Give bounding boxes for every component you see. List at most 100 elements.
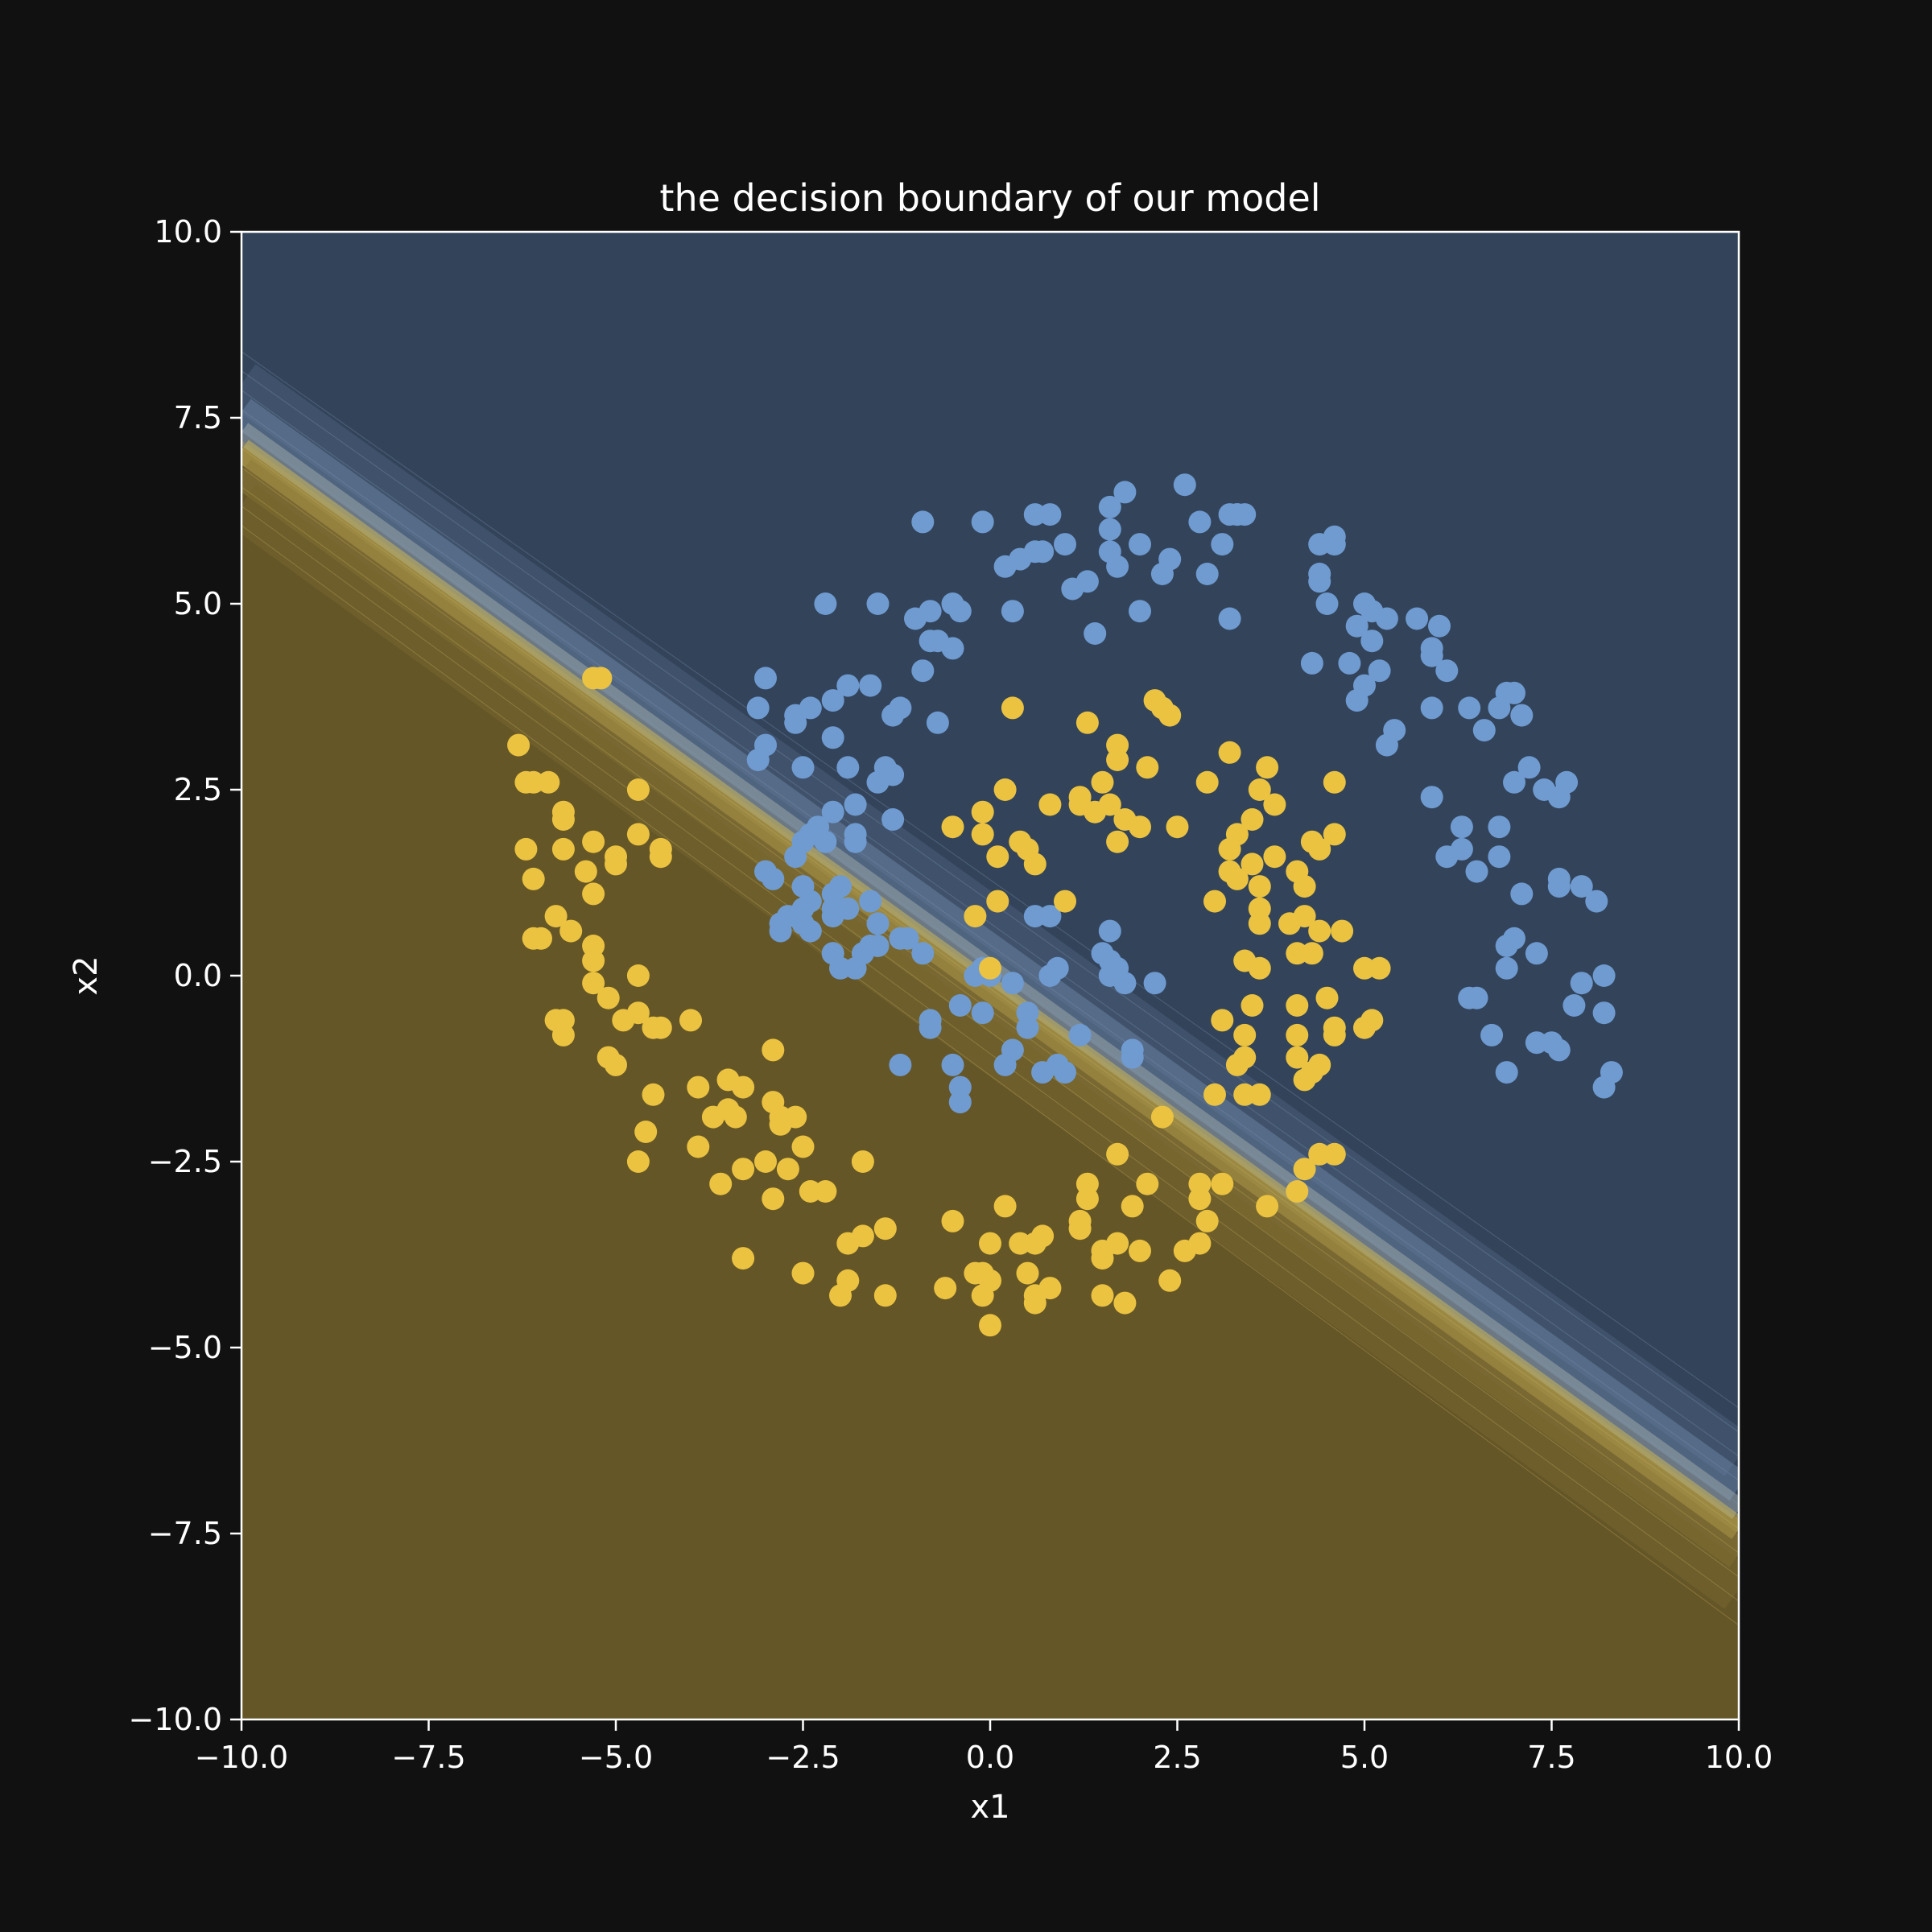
scatter-point-0-111	[784, 845, 807, 869]
scatter-point-0-48	[1360, 630, 1384, 653]
scatter-point-1-135	[791, 1135, 815, 1158]
scatter-point-1-75	[559, 919, 583, 943]
x-tick-label-3: −2.5	[766, 1740, 840, 1775]
scatter-point-1-144	[762, 1187, 785, 1211]
scatter-point-1-129	[1203, 1083, 1226, 1106]
scatter-point-0-64	[859, 674, 882, 697]
scatter-point-1-21	[1323, 770, 1346, 794]
scatter-point-0-14	[1129, 533, 1151, 556]
scatter-point-0-13	[1054, 533, 1076, 556]
scatter-point-1-192	[1158, 1269, 1182, 1292]
scatter-point-1-140	[851, 1150, 874, 1173]
scatter-point-1-19	[993, 778, 1017, 801]
scatter-point-1-70	[1248, 912, 1271, 935]
scatter-point-1-24	[551, 808, 575, 831]
scatter-point-1-25	[1038, 793, 1062, 816]
scatter-point-0-188	[1054, 1061, 1076, 1084]
scatter-point-0-89	[791, 756, 815, 779]
scatter-point-1-50	[649, 845, 672, 869]
scatter-point-1-79	[1331, 919, 1354, 943]
scatter-point-0-80	[1472, 719, 1496, 742]
scatter-point-0-96	[844, 793, 867, 816]
y-tick-label-7: 7.5	[174, 400, 222, 436]
scatter-point-0-120	[1510, 882, 1534, 906]
y-tick-label-2: −5.0	[148, 1330, 222, 1365]
scatter-point-1-38	[1308, 837, 1331, 861]
scatter-point-0-52	[941, 637, 964, 660]
scatter-point-0-189	[1031, 1061, 1055, 1084]
scatter-point-1-104	[1353, 1016, 1376, 1039]
y-axis-ticks: −10.0 −7.5 −5.0 −2.5 0.0 2.5 5.0 7.5 10.0	[129, 214, 242, 1737]
scatter-point-0-194	[948, 1091, 972, 1114]
scatter-point-0-179	[1525, 1031, 1548, 1055]
scatter-point-0-113	[762, 867, 785, 890]
scatter-point-1-9	[1106, 749, 1129, 771]
scatter-point-1-39	[1323, 823, 1346, 846]
scatter-point-0-29	[1308, 570, 1331, 593]
scatter-point-0-105	[1450, 815, 1473, 839]
scatter-point-1-81	[1300, 942, 1323, 965]
scatter-point-0-146	[1038, 905, 1062, 928]
scatter-point-1-83	[1248, 956, 1271, 980]
x-tick-label-4: 0.0	[966, 1740, 1014, 1775]
scatter-point-0-88	[866, 770, 890, 794]
y-tick-label-5: 2.5	[174, 772, 222, 807]
scatter-point-0-94	[1547, 786, 1571, 809]
scatter-point-1-74	[544, 905, 568, 928]
scatter-point-1-154	[1293, 1158, 1316, 1181]
scatter-point-1-138	[776, 1158, 799, 1181]
scatter-point-1-116	[1293, 1068, 1316, 1092]
scatter-point-1-121	[642, 1083, 665, 1106]
scatter-point-0-155	[1113, 972, 1137, 995]
scatter-point-1-86	[979, 956, 1001, 980]
scatter-point-0-58	[911, 659, 935, 683]
scatter-point-1-30	[1263, 793, 1286, 816]
scatter-point-1-157	[1286, 1180, 1309, 1203]
scatter-point-0-177	[1480, 1023, 1504, 1046]
scatter-point-1-171	[1129, 1239, 1151, 1262]
y-tick-label-8: 10.0	[154, 214, 222, 250]
scatter-point-0-1	[1113, 481, 1137, 504]
scatter-point-0-32	[1315, 592, 1339, 615]
scatter-point-0-149	[1495, 935, 1518, 957]
scatter-point-0-11	[971, 510, 994, 534]
scatter-point-1-123	[701, 1105, 724, 1129]
scatter-point-0-8	[1225, 503, 1249, 526]
scatter-point-1-96	[679, 1009, 702, 1032]
scatter-point-1-101	[1286, 994, 1309, 1017]
scatter-point-0-160	[1592, 964, 1616, 987]
scatter-point-1-90	[597, 986, 620, 1009]
scatter-point-0-168	[948, 994, 972, 1017]
scatter-point-1-109	[762, 1038, 785, 1062]
scatter-point-0-34	[866, 592, 890, 615]
scatter-point-0-147	[1098, 919, 1121, 943]
scatter-point-1-63	[582, 882, 605, 906]
scatter-point-1-133	[634, 1121, 658, 1143]
scatter-point-0-129	[769, 919, 792, 943]
scatter-point-1-95	[626, 1001, 650, 1025]
scatter-point-1-61	[1248, 875, 1271, 898]
y-tick-label-1: −7.5	[148, 1516, 222, 1551]
scatter-point-0-77	[1510, 704, 1534, 727]
scatter-point-1-178	[829, 1284, 852, 1307]
scatter-point-1-174	[1195, 1209, 1219, 1232]
scatter-point-1-176	[791, 1261, 815, 1285]
scatter-point-1-17	[1091, 770, 1114, 794]
scatter-point-0-69	[746, 696, 770, 720]
scatter-point-0-166	[1563, 994, 1586, 1017]
scatter-point-1-179	[873, 1284, 897, 1307]
scatter-point-0-27	[1195, 563, 1219, 585]
scatter-point-0-60	[754, 667, 777, 690]
scatter-point-1-91	[1315, 986, 1339, 1009]
scatter-point-0-72	[1420, 696, 1443, 720]
scatter-point-1-108	[1323, 1023, 1346, 1046]
scatter-point-1-77	[530, 927, 552, 950]
scatter-point-0-44	[1375, 607, 1398, 630]
contour-line-5	[242, 448, 1739, 1530]
scatter-point-1-32	[971, 800, 994, 824]
y-tick-label-3: −2.5	[148, 1144, 222, 1179]
scatter-point-0-0	[1173, 473, 1196, 497]
boundary-band-3	[242, 440, 1739, 1539]
scatter-point-1-48	[605, 852, 627, 876]
